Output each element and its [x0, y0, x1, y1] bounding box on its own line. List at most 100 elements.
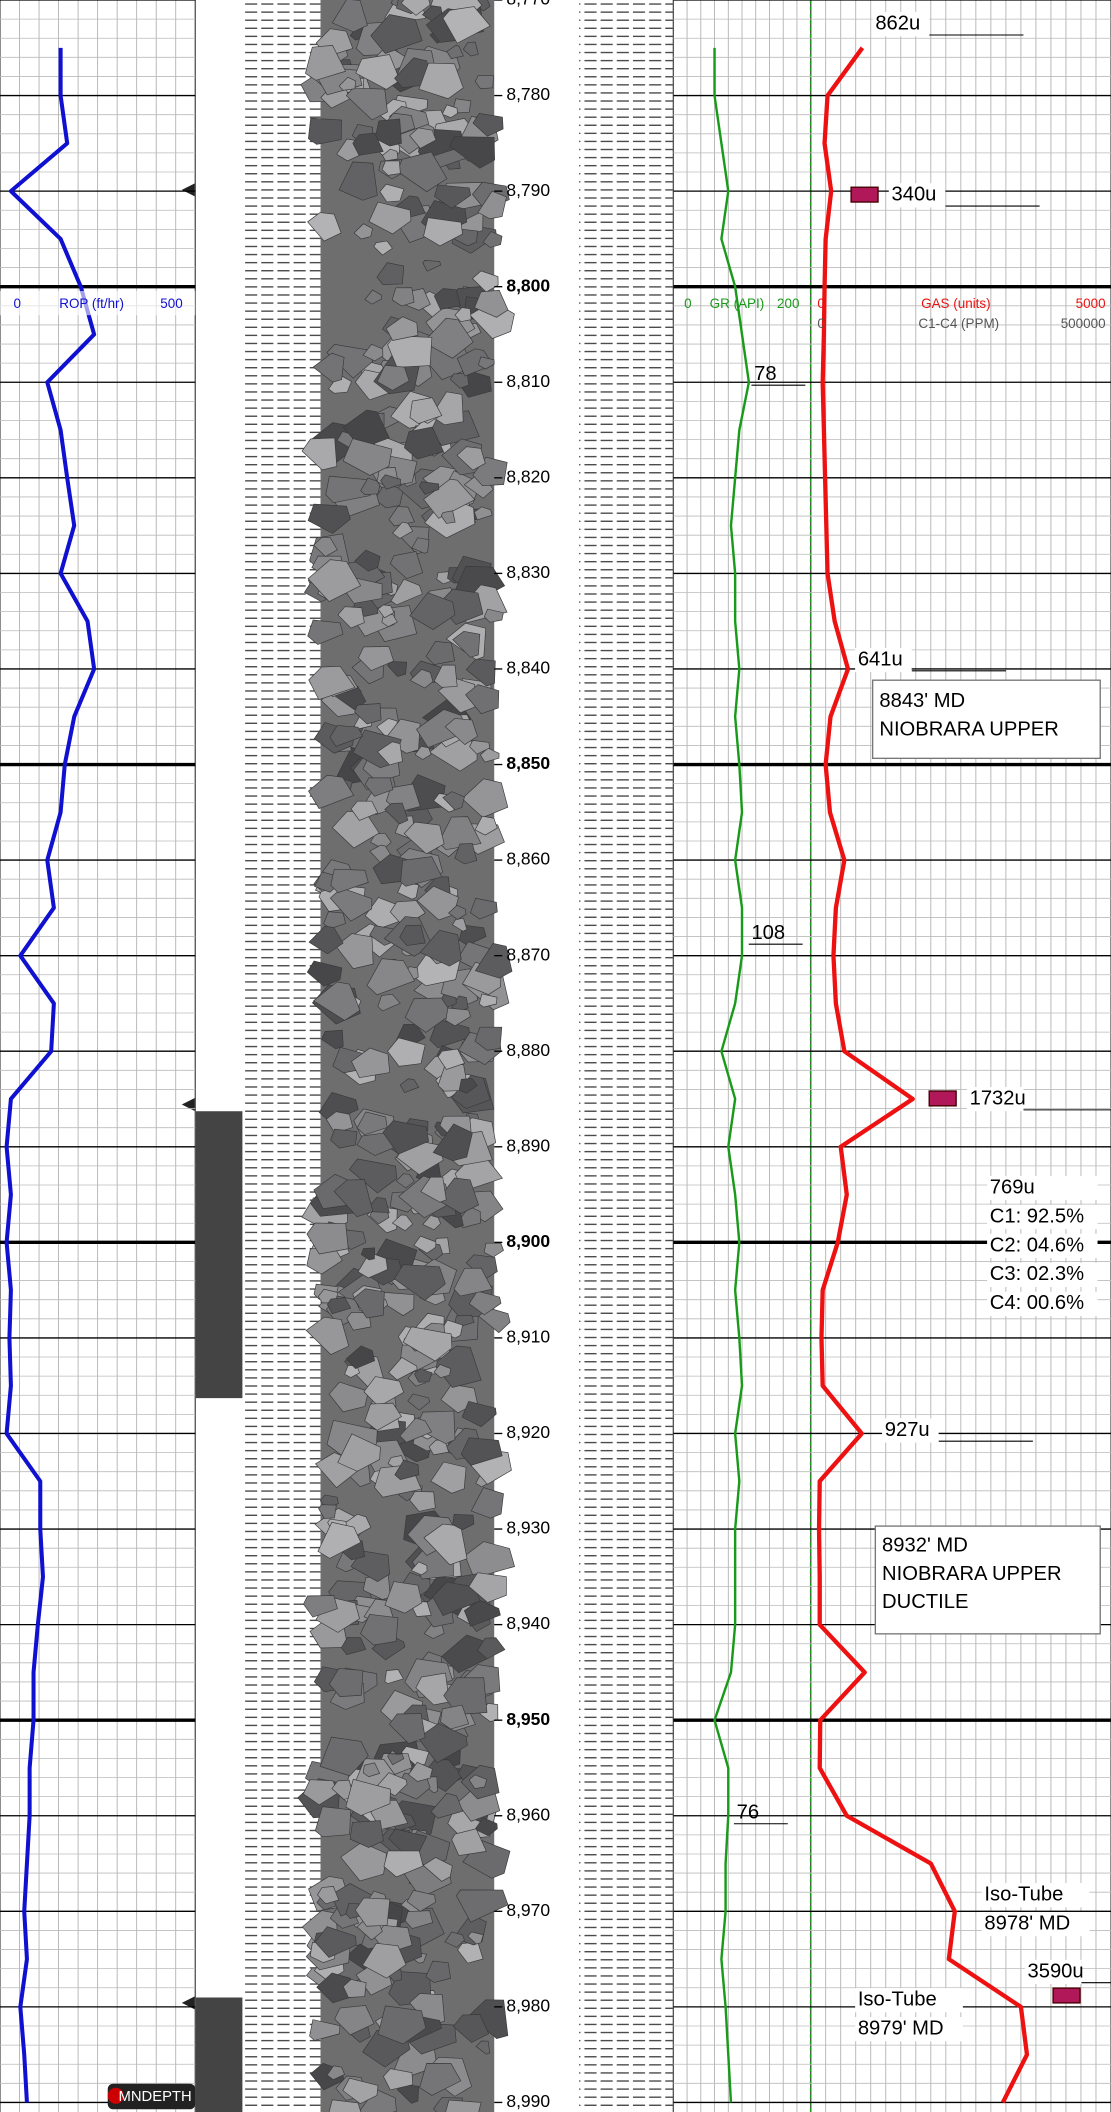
cutting: [403, 821, 445, 855]
cutting: [393, 1264, 446, 1301]
cutting: [334, 2005, 375, 2036]
gr-scale-max: 200: [777, 296, 799, 311]
label-bg: [987, 1262, 1098, 1287]
depth-label: 8,790: [506, 180, 550, 200]
gr-scale-min: 0: [684, 296, 691, 311]
gr-label: 78: [754, 363, 776, 385]
cutting: [482, 231, 503, 248]
cutting: [317, 1521, 362, 1559]
cutting: [433, 1364, 452, 1379]
cutting: [444, 718, 478, 746]
cutting: [321, 1029, 344, 1050]
cutting: [376, 262, 405, 285]
curves: [4, 46, 1030, 2104]
cutting: [307, 212, 342, 242]
cutting: [400, 0, 431, 16]
cutting: [338, 161, 378, 201]
cutting: [370, 14, 423, 54]
cutting: [455, 1889, 509, 1923]
cutting: [330, 868, 369, 894]
cutting: [303, 1595, 338, 1618]
cutting: [356, 1111, 388, 1136]
cutting: [415, 1672, 450, 1706]
cutting: [358, 2088, 397, 2112]
gas-label: 1732u: [970, 1087, 1026, 1109]
cutting: [308, 774, 355, 809]
cutting: [354, 549, 381, 572]
cutting: [377, 1772, 408, 1797]
cutting: [314, 1806, 352, 1838]
cutting: [445, 2099, 482, 2112]
marker: [181, 1996, 196, 2010]
cutting: [465, 684, 500, 715]
cutting: [461, 778, 509, 818]
cutting: [454, 843, 478, 865]
cutting: [402, 1326, 453, 1362]
cutting: [468, 1290, 502, 1316]
cutting: [313, 537, 338, 557]
cutting: [468, 1999, 509, 2039]
gas-label: 862u: [875, 13, 920, 35]
cutting: [456, 1787, 501, 1822]
cutting: [335, 933, 374, 970]
cutting: [337, 1433, 381, 1472]
c1c4-scale-max: 500000: [1061, 316, 1106, 331]
cutting: [417, 1723, 468, 1764]
cutting: [389, 551, 424, 580]
cutting: [326, 1297, 352, 1315]
cutting: [433, 288, 461, 310]
cutting: [329, 887, 373, 922]
formation-text: 8843' MD: [879, 690, 965, 712]
rop-scale-max: 500: [160, 296, 182, 311]
cutting: [391, 1214, 414, 1232]
cutting: [333, 1179, 374, 1218]
cutting: [449, 136, 495, 169]
cutting: [419, 929, 462, 967]
cutting: [331, 1779, 354, 1800]
depth-label: 8,920: [506, 1422, 550, 1442]
cutting: [404, 426, 444, 460]
cutting: [472, 113, 504, 137]
depth-label: 8,880: [506, 1040, 550, 1060]
lithology-track: [242, 0, 321, 2112]
iso-tube-text: 8979' MD: [858, 2018, 944, 2040]
cutting: [380, 474, 401, 490]
cutting: [409, 397, 443, 424]
cutting: [364, 289, 382, 305]
cutting: [448, 904, 467, 920]
cutting: [400, 856, 443, 887]
sample-interval: [195, 1997, 243, 2112]
depth-label: 8,900: [506, 1231, 550, 1251]
formation-text: NIOBRARA UPPER: [879, 718, 1058, 740]
label-bg: [872, 12, 930, 37]
cutting: [382, 1120, 430, 1155]
cutting: [388, 1357, 418, 1381]
label-bg: [966, 1086, 1024, 1112]
cutting: [475, 2040, 491, 2055]
gr-label: 76: [737, 1801, 759, 1823]
cutting: [355, 54, 401, 90]
lithology-track: [579, 0, 674, 2112]
depth-label: 8,850: [506, 753, 550, 773]
gas-label: 927u: [885, 1419, 930, 1441]
cutting: [410, 1561, 428, 1576]
cutting: [345, 1778, 391, 1816]
cutting: [437, 1177, 480, 1214]
cutting: [366, 958, 416, 996]
formation-text: DUCTILE: [882, 1591, 968, 1613]
cutting: [309, 2019, 341, 2041]
cutting: [477, 190, 507, 220]
cutting: [340, 1637, 367, 1655]
depth-tag-bg: [107, 2083, 196, 2110]
cutting: [408, 1761, 433, 1782]
cutting: [465, 1254, 498, 1280]
cutting: [318, 1504, 337, 1519]
cutting: [462, 41, 479, 57]
cutting: [394, 1459, 420, 1480]
cutting: [354, 1897, 391, 1927]
cutting: [342, 438, 393, 476]
iso-tube-text: Iso-Tube: [984, 1883, 1063, 1905]
